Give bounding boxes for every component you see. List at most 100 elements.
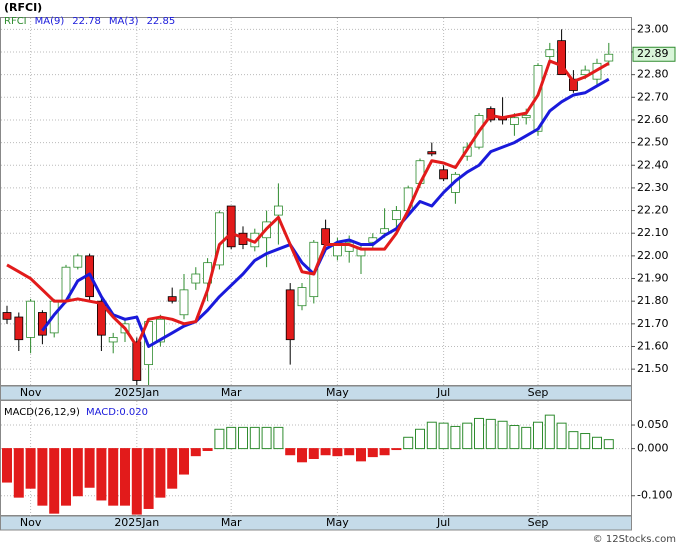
- macd-bar: [2, 448, 12, 483]
- candle-body: [108, 337, 118, 343]
- candle-body: [439, 169, 449, 180]
- macd-bar: [49, 448, 60, 514]
- macd-bar: [72, 448, 83, 497]
- candle-body: [38, 312, 47, 336]
- y-tick-label: 22.20: [637, 204, 669, 217]
- macd-bar: [214, 428, 225, 450]
- candle-body: [545, 49, 555, 57]
- legend-text: RFCI: [4, 16, 27, 27]
- y-tick-label: 23.00: [637, 22, 669, 35]
- macd-bar: [568, 431, 579, 450]
- macd-bar: [226, 426, 237, 450]
- y-tick-label: 22.40: [637, 158, 669, 171]
- macd-bar: [332, 448, 343, 457]
- macd-bar: [438, 422, 449, 450]
- macd-bar: [13, 448, 24, 498]
- macd-bar: [143, 448, 154, 509]
- last-price: 22.89: [637, 47, 669, 60]
- macd-bar: [367, 448, 378, 458]
- macd-bar: [285, 448, 296, 456]
- candle-body: [604, 53, 614, 62]
- last-price-box: [632, 46, 676, 62]
- macd-bar: [131, 448, 142, 515]
- x-tick-label: Nov: [20, 516, 42, 529]
- candle-body: [179, 289, 189, 316]
- candle-body: [273, 205, 283, 216]
- candle-body: [14, 316, 24, 341]
- macd-bar: [603, 439, 614, 450]
- x-tick-label: Nov: [20, 386, 42, 399]
- macd-bar: [592, 436, 602, 450]
- candle-body: [97, 300, 106, 336]
- y-tick-label: 22.10: [637, 226, 669, 239]
- macd-bar: [179, 448, 189, 475]
- macd-bar: [84, 448, 95, 488]
- macd-bar: [120, 448, 130, 506]
- macd-bar: [415, 428, 425, 450]
- candle-body: [285, 289, 295, 341]
- macd-bar: [344, 448, 355, 456]
- candle-body: [73, 255, 83, 268]
- macd-bar: [37, 448, 48, 506]
- y-tick-label: 22.00: [637, 249, 669, 262]
- macd-bar: [556, 422, 567, 450]
- x-tick-label: Jul: [436, 386, 450, 399]
- candle-body: [297, 287, 307, 307]
- y-tick-label: 22.60: [637, 113, 669, 126]
- x-tick-label: May: [326, 386, 349, 399]
- footer: © 12Stocks.com: [593, 534, 676, 545]
- candle-body: [191, 273, 201, 284]
- ma-line: [6, 59, 610, 348]
- macd-bar: [474, 417, 484, 450]
- macd-bar: [533, 421, 543, 450]
- macd-bar: [155, 448, 166, 498]
- candle-body: [557, 40, 566, 76]
- macd-bar: [320, 448, 331, 456]
- legend-text: 22.78: [72, 16, 101, 27]
- macd-title: MACD(26,12,9): [4, 407, 80, 418]
- macd-bar: [167, 448, 178, 489]
- chart-title: (RFCI): [4, 1, 42, 14]
- candle-body: [391, 210, 401, 221]
- candle-body: [521, 115, 531, 119]
- x-axis-band: [0, 515, 632, 531]
- candle-body: [2, 312, 12, 320]
- macd-bar: [580, 433, 591, 450]
- y-tick-label: 21.90: [637, 272, 669, 285]
- candle-body: [580, 69, 590, 76]
- x-tick-label: 2025Jan: [114, 516, 159, 529]
- y-tick-label: 21.50: [637, 362, 669, 375]
- candle-body: [427, 151, 437, 155]
- y-tick-label: 21.70: [637, 317, 669, 330]
- y-tick-label: 22.80: [637, 68, 669, 81]
- macd-bar: [61, 448, 71, 506]
- macd-bar: [497, 420, 508, 450]
- legend-text: MA(9): [35, 16, 65, 27]
- macd-legend: MACD:0.020: [86, 407, 148, 418]
- macd-bar: [521, 426, 532, 450]
- y-tick-label: 22.70: [637, 90, 669, 103]
- x-tick-label: Mar: [221, 516, 242, 529]
- macd-bar: [261, 426, 272, 450]
- x-tick-label: May: [326, 516, 349, 529]
- candle-body: [132, 341, 142, 381]
- macd-bar: [308, 448, 319, 459]
- candle-body: [380, 228, 390, 234]
- candle-body: [332, 244, 342, 257]
- y-tick-label: 21.60: [637, 339, 669, 352]
- x-tick-label: Sep: [528, 386, 549, 399]
- macd-bar: [96, 448, 107, 501]
- macd-bar: [509, 425, 520, 450]
- candle-body: [226, 205, 236, 248]
- macd-bar: [462, 422, 473, 450]
- y-tick-label: -0.100: [637, 489, 672, 502]
- macd-bar: [544, 414, 555, 450]
- macd-bar: [426, 421, 437, 450]
- macd-bar: [379, 448, 390, 456]
- candle-body: [26, 300, 36, 338]
- macd-bar: [450, 425, 461, 450]
- candle-body: [167, 296, 177, 302]
- macd-bar: [249, 426, 260, 450]
- macd-bar: [25, 448, 36, 489]
